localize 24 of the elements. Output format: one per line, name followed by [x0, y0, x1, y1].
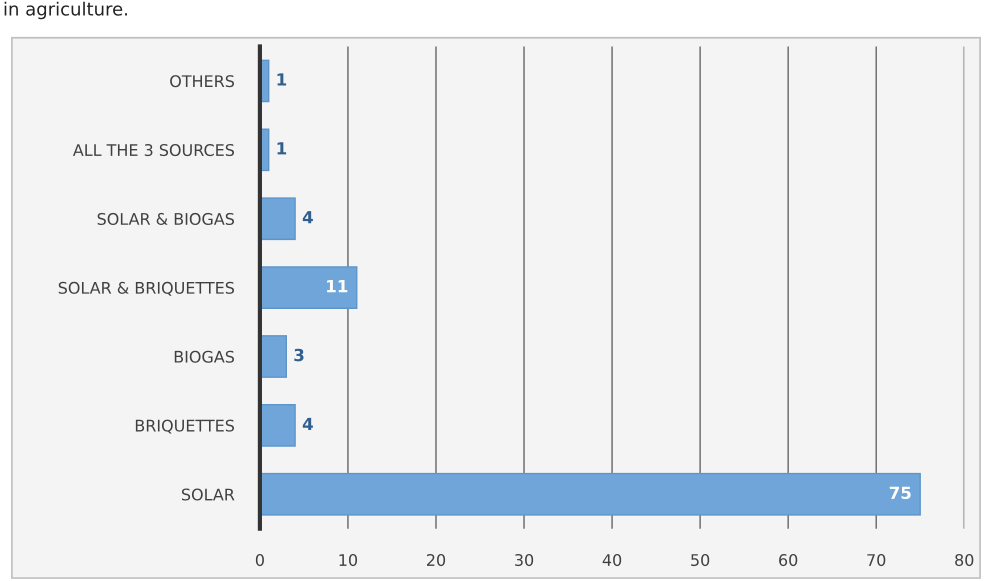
data-label: 75: [890, 486, 911, 500]
data-label: 4: [302, 211, 313, 224]
text: in agriculture.: [4, 2, 127, 20]
x-tick-label: 10: [340, 554, 358, 566]
y-tick-label: ALL THE 3 SOURCES: [72, 144, 234, 156]
y-tick-label: OTHERS: [170, 75, 234, 88]
y-tick-label: SOLAR: [182, 488, 234, 501]
x-tick-label: 80: [955, 554, 974, 566]
x-tick-label: 20: [426, 554, 446, 566]
x-tick-label: 70: [867, 554, 886, 566]
y-tick-label: BRIQUETTES: [136, 420, 234, 434]
x-tick-label: 60: [779, 554, 798, 566]
x-tick-label: 0: [256, 554, 264, 566]
y-tick-label: SOLAR & BRIQUETTES: [58, 282, 234, 296]
x-tick-label: 50: [691, 554, 710, 566]
x-tick-label: 30: [515, 554, 534, 566]
data-label: 1: [278, 73, 286, 86]
y-tick-label: SOLAR & BIOGAS: [98, 212, 234, 225]
x-tick-label: 40: [602, 554, 622, 566]
data-label: 1: [278, 142, 286, 154]
data-label: 3: [294, 348, 304, 362]
data-label: 4: [302, 418, 313, 430]
y-tick-label: BIOGAS: [174, 350, 234, 363]
data-label: 11: [327, 280, 348, 292]
